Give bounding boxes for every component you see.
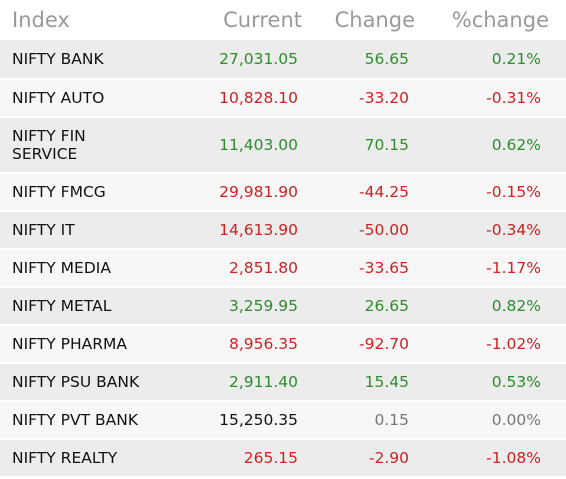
row-change: -50.00 bbox=[359, 221, 409, 239]
row-pct-change: -0.15% bbox=[486, 183, 541, 201]
row-index-name: NIFTY AUTO bbox=[12, 89, 105, 107]
table-row: NIFTY PVT BANK 15,250.35 0.15 0.00% bbox=[0, 402, 566, 440]
row-current: 29,981.90 bbox=[219, 183, 298, 201]
table-row: NIFTY AUTO 10,828.10 -33.20 -0.31% bbox=[0, 80, 566, 118]
table-row: NIFTY METAL 3,259.95 26.65 0.82% bbox=[0, 288, 566, 326]
row-change: 0.15 bbox=[374, 411, 409, 429]
row-index-name: NIFTY FIN SERVICE bbox=[12, 127, 86, 163]
table-row: NIFTY PHARMA 8,956.35 -92.70 -1.02% bbox=[0, 326, 566, 364]
row-index-name: NIFTY FMCG bbox=[12, 183, 106, 201]
row-change: -2.90 bbox=[368, 449, 409, 467]
table-row: NIFTY IT 14,613.90 -50.00 -0.34% bbox=[0, 212, 566, 250]
table-row: NIFTY MEDIA 2,851.80 -33.65 -1.17% bbox=[0, 250, 566, 288]
row-change: 56.65 bbox=[364, 50, 409, 68]
table-row: NIFTY FIN SERVICE 11,403.00 70.15 0.62% bbox=[0, 118, 566, 174]
row-current: 14,613.90 bbox=[219, 221, 298, 239]
row-index-name: NIFTY REALTY bbox=[12, 449, 118, 467]
row-pct-change: -1.08% bbox=[486, 449, 541, 467]
row-index-name: NIFTY MEDIA bbox=[12, 259, 111, 277]
row-change: -33.65 bbox=[359, 259, 409, 277]
row-change: -44.25 bbox=[359, 183, 409, 201]
row-pct-change: 0.21% bbox=[491, 50, 541, 68]
row-change: -33.20 bbox=[359, 89, 409, 107]
row-current: 2,851.80 bbox=[228, 259, 298, 277]
row-pct-change: -1.02% bbox=[486, 335, 541, 353]
row-index-name: NIFTY PVT BANK bbox=[12, 411, 139, 429]
row-pct-change: -1.17% bbox=[486, 259, 541, 277]
row-index-name: NIFTY PSU BANK bbox=[12, 373, 140, 391]
row-current: 2,911.40 bbox=[228, 373, 298, 391]
row-current: 265.15 bbox=[243, 449, 298, 467]
row-pct-change: -0.34% bbox=[486, 221, 541, 239]
row-index-name: NIFTY BANK bbox=[12, 50, 104, 68]
row-change: 70.15 bbox=[364, 136, 409, 154]
row-index-name: NIFTY METAL bbox=[12, 297, 112, 315]
row-current: 15,250.35 bbox=[219, 411, 298, 429]
row-pct-change: 0.62% bbox=[491, 136, 541, 154]
row-current: 8,956.35 bbox=[228, 335, 298, 353]
row-pct-change: 0.82% bbox=[491, 297, 541, 315]
row-pct-change: 0.53% bbox=[491, 373, 541, 391]
row-index-name: NIFTY IT bbox=[12, 221, 75, 239]
header-pct-change: %change bbox=[451, 8, 549, 32]
row-pct-change: -0.31% bbox=[486, 89, 541, 107]
row-current: 27,031.05 bbox=[219, 50, 298, 68]
header-change: Change bbox=[334, 8, 415, 32]
table-row: NIFTY REALTY 265.15 -2.90 -1.08% bbox=[0, 440, 566, 478]
row-current: 11,403.00 bbox=[219, 136, 298, 154]
row-current: 10,828.10 bbox=[219, 89, 298, 107]
table-row: NIFTY FMCG 29,981.90 -44.25 -0.15% bbox=[0, 174, 566, 212]
row-change: 15.45 bbox=[364, 373, 409, 391]
header-index: Index bbox=[12, 8, 70, 32]
row-change: 26.65 bbox=[364, 297, 409, 315]
header-current: Current bbox=[223, 8, 302, 32]
table-row: NIFTY BANK 27,031.05 56.65 0.21% bbox=[0, 40, 566, 80]
row-pct-change: 0.00% bbox=[491, 411, 541, 429]
row-change: -92.70 bbox=[359, 335, 409, 353]
row-index-name: NIFTY PHARMA bbox=[12, 335, 128, 353]
table-row: NIFTY PSU BANK 2,911.40 15.45 0.53% bbox=[0, 364, 566, 402]
table-header: Index Current Change %change bbox=[0, 0, 566, 40]
row-current: 3,259.95 bbox=[228, 297, 298, 315]
